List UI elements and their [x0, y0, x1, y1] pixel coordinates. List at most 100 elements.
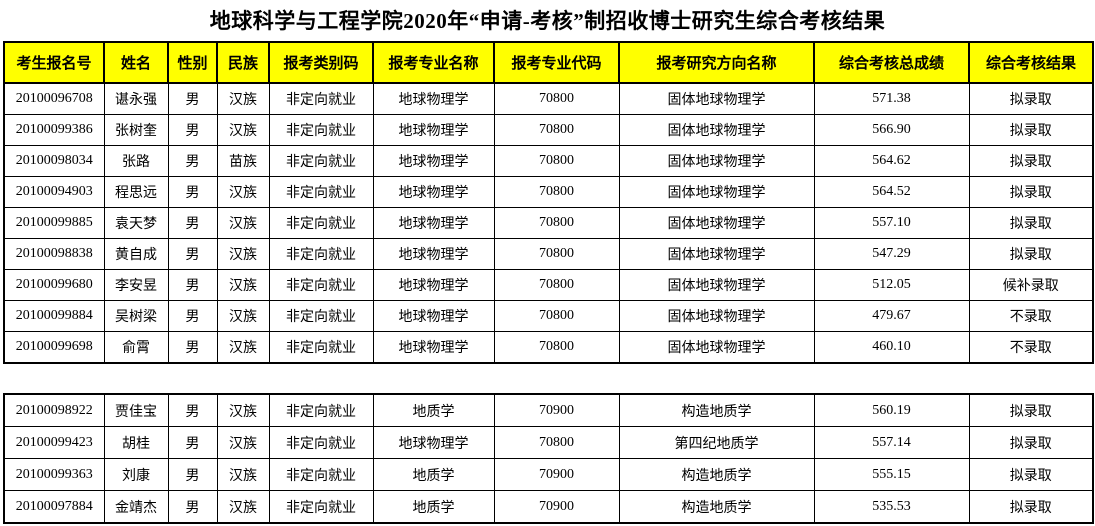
- table-row: 20100094903 程思远男汉族 非定向就业 地球物理学 70800 固体地球物理学 5…: [3, 176, 1094, 208]
- cell-major-code: 70900: [493, 393, 620, 427]
- column-header-name: 姓名: [103, 41, 169, 84]
- cell-name: 张树奎: [103, 114, 169, 146]
- cell-ethnicity: 汉族: [216, 426, 270, 459]
- cell-gender: 男: [167, 490, 218, 524]
- cell-result: 拟录取: [968, 207, 1094, 239]
- cell-category-code: 非定向就业: [268, 145, 374, 177]
- cell-major-name: 地球物理学: [372, 300, 495, 332]
- cell-category-code: 非定向就业: [268, 176, 374, 208]
- cell-research-direction: 固体地球物理学: [618, 300, 815, 332]
- cell-ethnicity: 汉族: [216, 331, 270, 364]
- cell-category-code: 非定向就业: [268, 458, 374, 491]
- cell-ethnicity: 汉族: [216, 176, 270, 208]
- cell-research-direction: 构造地质学: [618, 393, 815, 427]
- cell-major-code: 70800: [493, 82, 620, 115]
- cell-ethnicity: 汉族: [216, 300, 270, 332]
- cell-gender: 男: [167, 300, 218, 332]
- table-row: 20100098034 张路男苗族 非定向就业 地球物理学 70800 固体地球物理学 56…: [3, 145, 1094, 177]
- column-header-major-name: 报考专业名称: [372, 41, 495, 84]
- cell-total-score: 555.15: [813, 458, 970, 491]
- cell-result: 不录取: [968, 300, 1094, 332]
- cell-gender: 男: [167, 238, 218, 270]
- cell-major-code: 70800: [493, 331, 620, 364]
- cell-major-name: 地球物理学: [372, 269, 495, 301]
- table-header: 考生报名号 姓名 性别 民族 报考类别码 报考专业名称 报考专业代码 报考研究方向名称 综合考核…: [3, 41, 1094, 84]
- cell-category-code: 非定向就业: [268, 331, 374, 364]
- cell-name: 程思远: [103, 176, 169, 208]
- cell-total-score: 571.38: [813, 82, 970, 115]
- table-gap: [0, 364, 1095, 393]
- cell-category-code: 非定向就业: [268, 490, 374, 524]
- cell-major-code: 70800: [493, 238, 620, 270]
- cell-research-direction: 固体地球物理学: [618, 269, 815, 301]
- cell-gender: 男: [167, 426, 218, 459]
- column-header-research-direction: 报考研究方向名称: [618, 41, 815, 84]
- cell-category-code: 非定向就业: [268, 393, 374, 427]
- cell-major-name: 地球物理学: [372, 145, 495, 177]
- cell-research-direction: 固体地球物理学: [618, 145, 815, 177]
- cell-research-direction: 固体地球物理学: [618, 331, 815, 364]
- cell-ethnicity: 汉族: [216, 238, 270, 270]
- cell-major-code: 70900: [493, 458, 620, 491]
- cell-candidate-id: 20100099884: [3, 300, 105, 332]
- cell-result: 拟录取: [968, 238, 1094, 270]
- cell-name: 李安昱: [103, 269, 169, 301]
- table-row: 20100099423 胡桂男汉族 非定向就业 地球物理学 70800 第四纪地质学 557…: [3, 426, 1094, 459]
- cell-total-score: 560.19: [813, 393, 970, 427]
- cell-result: 拟录取: [968, 145, 1094, 177]
- table-row: 20100099884 吴树梁男汉族 非定向就业 地球物理学 70800 固体地球物理学 4…: [3, 300, 1094, 332]
- cell-name: 黄自成: [103, 238, 169, 270]
- cell-name: 贾佳宝: [103, 393, 169, 427]
- cell-major-name: 地球物理学: [372, 82, 495, 115]
- cell-name: 谌永强: [103, 82, 169, 115]
- cell-result: 拟录取: [968, 82, 1094, 115]
- cell-major-name: 地质学: [372, 458, 495, 491]
- cell-ethnicity: 汉族: [216, 490, 270, 524]
- cell-major-code: 70800: [493, 207, 620, 239]
- table-row: 20100099386 张树奎男汉族 非定向就业 地球物理学 70800 固体地球物理学 5…: [3, 114, 1094, 146]
- cell-candidate-id: 20100099386: [3, 114, 105, 146]
- cell-research-direction: 构造地质学: [618, 490, 815, 524]
- cell-candidate-id: 20100096708: [3, 82, 105, 115]
- cell-category-code: 非定向就业: [268, 82, 374, 115]
- column-header-category-code: 报考类别码: [268, 41, 374, 84]
- cell-gender: 男: [167, 82, 218, 115]
- cell-total-score: 479.67: [813, 300, 970, 332]
- cell-total-score: 557.14: [813, 426, 970, 459]
- cell-result: 拟录取: [968, 393, 1094, 427]
- cell-candidate-id: 20100098034: [3, 145, 105, 177]
- cell-research-direction: 固体地球物理学: [618, 238, 815, 270]
- table-row: 20100099363 刘康男汉族 非定向就业 地质学 70900 构造地质学 555.15…: [3, 458, 1094, 491]
- cell-candidate-id: 20100099885: [3, 207, 105, 239]
- cell-name: 金靖杰: [103, 490, 169, 524]
- cell-result: 候补录取: [968, 269, 1094, 301]
- cell-major-name: 地质学: [372, 393, 495, 427]
- cell-category-code: 非定向就业: [268, 300, 374, 332]
- cell-major-name: 地球物理学: [372, 238, 495, 270]
- cell-total-score: 547.29: [813, 238, 970, 270]
- cell-ethnicity: 汉族: [216, 393, 270, 427]
- table-row: 20100099885 袁天梦男汉族 非定向就业 地球物理学 70800 固体地球物理学 5…: [3, 207, 1094, 239]
- cell-ethnicity: 汉族: [216, 269, 270, 301]
- cell-ethnicity: 汉族: [216, 82, 270, 115]
- table-row: 20100096708 谌永强男汉族 非定向就业 地球物理学 70800 固体地球物理学 5…: [3, 82, 1094, 115]
- cell-gender: 男: [167, 393, 218, 427]
- cell-research-direction: 固体地球物理学: [618, 114, 815, 146]
- cell-research-direction: 构造地质学: [618, 458, 815, 491]
- cell-research-direction: 固体地球物理学: [618, 82, 815, 115]
- cell-major-code: 70800: [493, 145, 620, 177]
- cell-result: 拟录取: [968, 490, 1094, 524]
- cell-major-name: 地球物理学: [372, 331, 495, 364]
- cell-major-name: 地球物理学: [372, 114, 495, 146]
- cell-result: 拟录取: [968, 426, 1094, 459]
- cell-result: 拟录取: [968, 114, 1094, 146]
- cell-ethnicity: 汉族: [216, 458, 270, 491]
- column-header-gender: 性别: [167, 41, 218, 84]
- cell-major-code: 70800: [493, 300, 620, 332]
- cell-category-code: 非定向就业: [268, 426, 374, 459]
- table-body-geophysics: 20100096708 谌永强男汉族 非定向就业 地球物理学 70800 固体地球物理学 5…: [3, 82, 1094, 364]
- cell-gender: 男: [167, 207, 218, 239]
- cell-ethnicity: 汉族: [216, 114, 270, 146]
- cell-major-code: 70800: [493, 269, 620, 301]
- cell-category-code: 非定向就业: [268, 269, 374, 301]
